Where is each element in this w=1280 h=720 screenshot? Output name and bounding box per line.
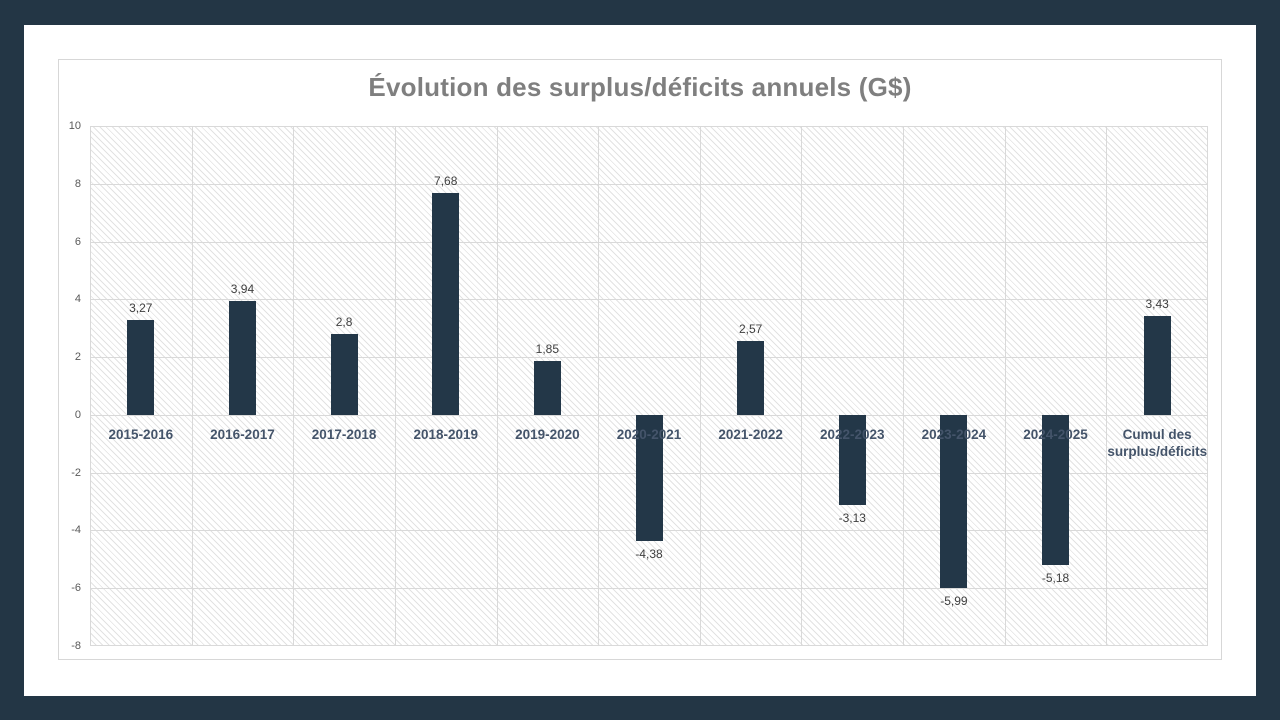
gridline-horizontal: [90, 357, 1208, 359]
gridline-vertical: [598, 126, 599, 646]
gridline-vertical: [395, 126, 396, 646]
value-label: 2,57: [738, 321, 763, 336]
gridline-vertical: [1005, 126, 1006, 646]
gridline-vertical: [192, 126, 193, 646]
bar-2021-2022[interactable]: [737, 340, 765, 415]
y-axis-tick-label: -6: [71, 582, 81, 595]
gridline-vertical: [700, 126, 701, 646]
chart-title: Évolution des surplus/déficits annuels (…: [368, 72, 912, 102]
bar-2018-2019[interactable]: [432, 193, 460, 415]
y-axis-tick-label: -8: [71, 640, 81, 652]
bar-2023-2024[interactable]: [940, 414, 968, 588]
bar-2019-2020[interactable]: [533, 361, 561, 415]
gridline-horizontal: [90, 126, 1208, 127]
value-label: 2,8: [335, 315, 353, 329]
bar-2022-2023[interactable]: [838, 414, 866, 506]
category-label: 2016-2017: [210, 426, 275, 442]
bar-2020-2021[interactable]: [635, 414, 663, 542]
category-label: 2017-2018: [311, 426, 377, 442]
gridline-horizontal: [90, 183, 1208, 185]
slide-panel: Évolution des surplus/déficits annuels (…: [24, 25, 1256, 696]
value-label: 7,68: [434, 174, 458, 189]
category-label: 2023-2024: [921, 426, 987, 442]
bar-2015-2016[interactable]: [127, 320, 155, 415]
bar-2017-2018[interactable]: [330, 334, 358, 415]
bar-2016-2017[interactable]: [228, 301, 256, 415]
value-label: 1,85: [535, 342, 560, 357]
gridline-vertical: [293, 126, 294, 646]
value-label: 3,43: [1145, 296, 1169, 311]
gridline-vertical: [497, 126, 498, 646]
y-axis-tick-label: 4: [74, 293, 81, 306]
category-label: 2021-2022: [718, 426, 783, 442]
value-label: -5,18: [1041, 570, 1070, 585]
category-label: 2020-2021: [616, 426, 682, 442]
gridline-horizontal: [90, 588, 1208, 590]
value-label: 3,94: [230, 282, 255, 297]
y-axis-tick-label: -2: [71, 466, 81, 479]
y-axis-tick-label: 2: [74, 351, 81, 364]
category-label: Cumul des surplus/déficits: [1107, 426, 1208, 459]
gridline-horizontal: [90, 241, 1208, 243]
gridline-horizontal: [90, 299, 1208, 301]
bar-Cumul des surplus/déficits[interactable]: [1143, 315, 1171, 415]
category-label: 2018-2019: [413, 426, 478, 442]
y-axis-tick-label: 8: [74, 177, 81, 190]
y-axis-tick-label: -4: [71, 524, 81, 537]
plot-area: 3,27 2015-2016 3,94 2016-2017 2,8 2017-2018 7,…: [90, 126, 1208, 646]
value-label: -3,13: [838, 511, 866, 526]
bar-chart[interactable]: Évolution des surplus/déficits annuels (…: [58, 59, 1222, 660]
value-label: -5,99: [940, 593, 968, 608]
gridline-vertical: [90, 126, 91, 646]
gridline-vertical: [1106, 126, 1107, 646]
gridline-horizontal: [90, 645, 1208, 646]
gridline-vertical: [1207, 126, 1208, 646]
category-label: 2024-2025: [1023, 426, 1088, 442]
y-axis-tick-label: 6: [74, 235, 81, 248]
bar-2024-2025[interactable]: [1042, 414, 1070, 565]
gridline-vertical: [801, 126, 802, 646]
gridline-vertical: [903, 126, 904, 646]
y-axis-tick-label: 0: [74, 408, 81, 421]
category-label: 2019-2020: [515, 426, 580, 442]
value-label: -4,38: [635, 547, 663, 562]
category-label: 2015-2016: [108, 426, 174, 442]
y-axis-tick-label: 10: [68, 120, 81, 132]
category-label: 2022-2023: [819, 426, 885, 442]
value-label: 3,27: [129, 301, 153, 316]
